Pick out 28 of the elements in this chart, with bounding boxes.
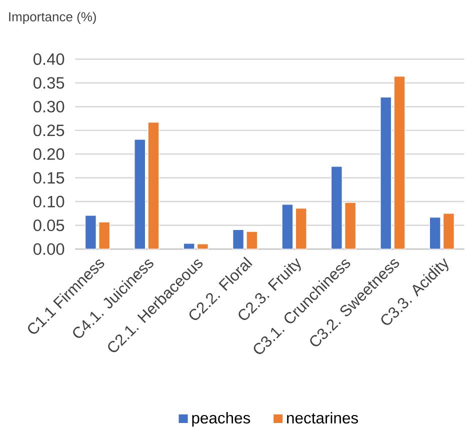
y-axis-title: Importance (%) — [9, 12, 96, 24]
bar — [196, 244, 209, 250]
bar — [246, 231, 258, 250]
y-tick-label: 0.20 — [34, 148, 64, 160]
y-tick-label: 0.10 — [34, 196, 64, 208]
bar — [380, 96, 392, 250]
bar — [183, 243, 195, 250]
bar — [442, 213, 454, 250]
y-tick-label: 0.25 — [34, 124, 64, 136]
y-tick-label: 0.40 — [34, 53, 64, 65]
bar — [330, 166, 342, 250]
y-tick-label: 0.35 — [34, 77, 64, 89]
bar — [344, 202, 356, 250]
bar — [148, 122, 160, 250]
legend-label: peaches — [192, 412, 250, 427]
bar — [84, 215, 96, 250]
bar — [295, 208, 307, 250]
bar — [394, 76, 406, 250]
y-tick-label: 0.05 — [34, 220, 64, 232]
y-tick-label: 0.30 — [34, 100, 64, 112]
bar — [134, 139, 146, 250]
legend-label: nectarines — [287, 412, 358, 424]
bar — [98, 222, 110, 250]
bar — [282, 204, 294, 250]
bar — [232, 229, 244, 250]
y-tick-label: 0.00 — [34, 243, 64, 255]
y-tick-label: 0.15 — [34, 172, 64, 184]
bar — [429, 216, 441, 250]
